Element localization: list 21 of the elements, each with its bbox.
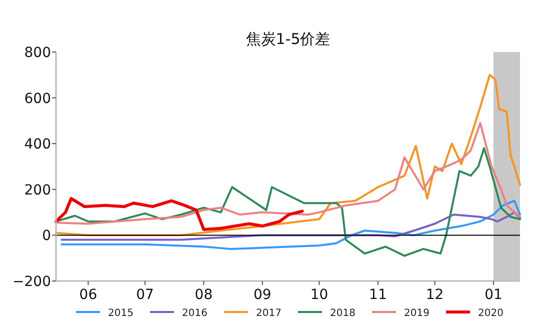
x-tick-label: 10 [310, 287, 328, 303]
x-tick-label: 07 [136, 287, 154, 303]
legend-label: 2015 [108, 308, 134, 319]
y-tick-label: 0 [42, 228, 51, 244]
y-tick-label: 200 [24, 182, 51, 198]
legend-label: 2020 [478, 308, 504, 319]
legend-label: 2019 [404, 308, 430, 319]
x-tick-label: 01 [484, 287, 502, 303]
legend-label: 2017 [256, 308, 282, 319]
x-tick-label: 09 [254, 287, 272, 303]
y-tick-label: 600 [24, 90, 51, 107]
y-tick-label: 400 [24, 136, 51, 153]
x-tick-label: 12 [426, 287, 444, 303]
chart-title: 焦炭1-5价差 [246, 30, 330, 48]
x-tick-label: 08 [194, 287, 213, 303]
y-tick-label: −200 [12, 274, 51, 290]
y-tick-label: 800 [24, 45, 51, 61]
x-tick-label: 11 [369, 287, 387, 303]
legend-label: 2018 [330, 308, 356, 319]
x-tick-label: 06 [79, 287, 98, 303]
legend-label: 2016 [182, 308, 208, 319]
